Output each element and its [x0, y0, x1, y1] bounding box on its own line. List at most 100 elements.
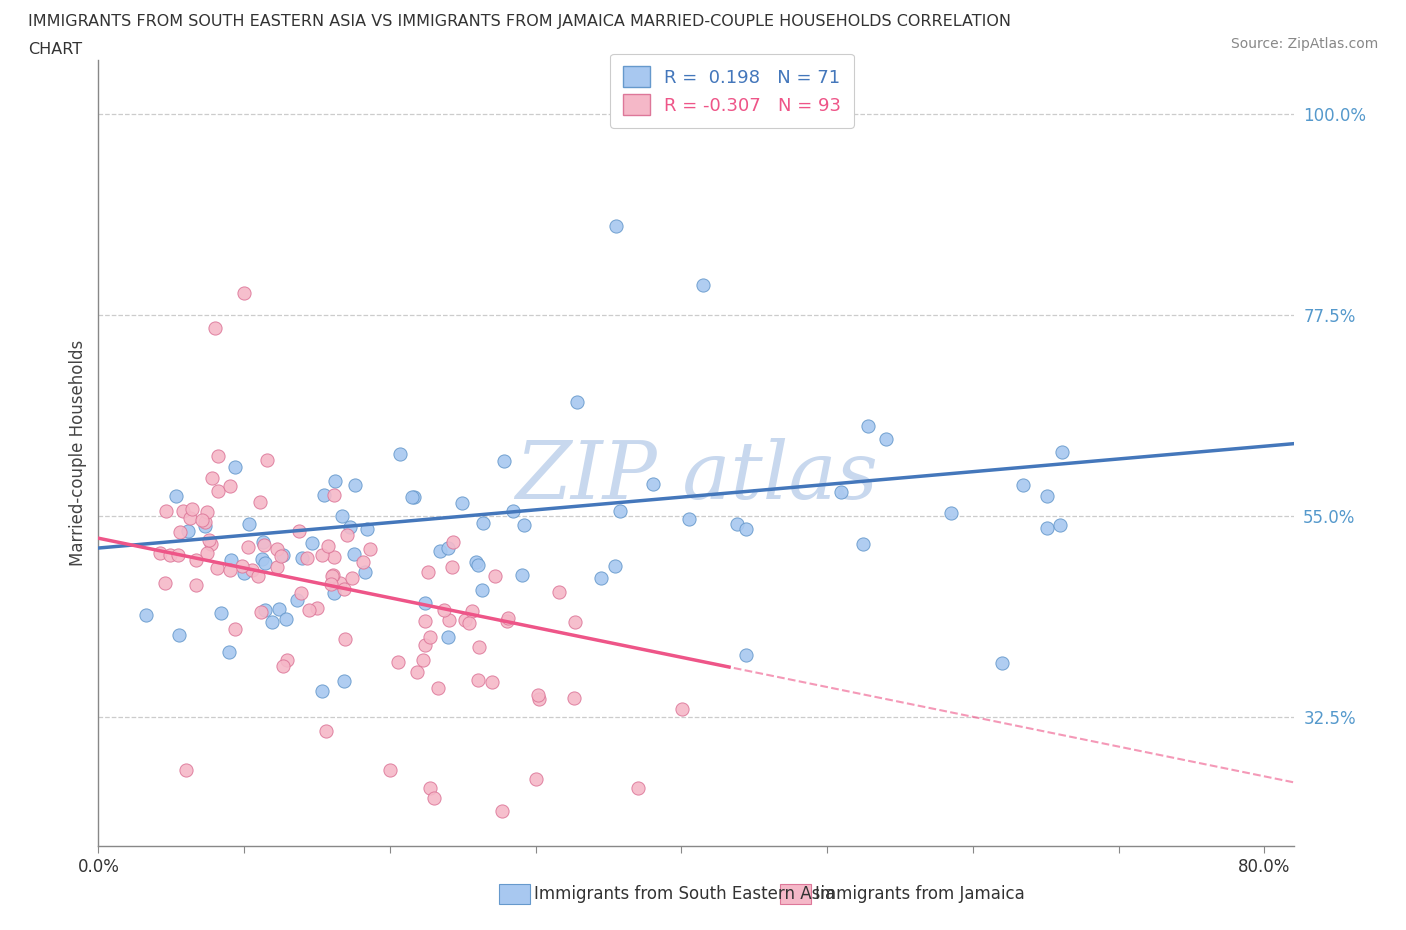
- Point: [416, 565, 439, 579]
- Point: [319, 577, 342, 591]
- Text: ZIP atlas: ZIP atlas: [515, 438, 877, 516]
- Point: [412, 652, 434, 667]
- Point: [166, 547, 188, 562]
- Point: [336, 527, 359, 542]
- Point: [236, 540, 259, 555]
- Point: [321, 569, 343, 584]
- Point: [671, 701, 693, 716]
- Point: [194, 519, 217, 534]
- Point: [941, 506, 963, 521]
- Point: [387, 655, 409, 670]
- Point: [735, 647, 758, 662]
- Point: [467, 672, 489, 687]
- Point: [1050, 445, 1073, 459]
- Point: [496, 614, 519, 629]
- Point: [389, 446, 412, 461]
- Y-axis label: Married-couple Households: Married-couple Households: [69, 340, 87, 566]
- Point: [270, 548, 292, 563]
- Point: [471, 515, 494, 530]
- Point: [692, 278, 714, 293]
- Point: [491, 804, 513, 818]
- Point: [436, 629, 458, 644]
- Point: [419, 780, 441, 795]
- Point: [312, 488, 335, 503]
- Point: [233, 286, 256, 300]
- Point: [218, 644, 240, 659]
- Point: [678, 512, 700, 526]
- Point: [437, 612, 460, 627]
- Point: [231, 558, 253, 573]
- Point: [266, 541, 288, 556]
- Point: [224, 621, 246, 636]
- Point: [413, 614, 436, 629]
- Point: [252, 535, 274, 550]
- Point: [177, 524, 200, 538]
- Point: [254, 603, 277, 618]
- Point: [250, 551, 273, 566]
- Point: [413, 595, 436, 610]
- Point: [135, 607, 157, 622]
- Point: [1049, 517, 1071, 532]
- Point: [609, 504, 631, 519]
- Legend: R =  0.198   N = 71, R = -0.307   N = 93: R = 0.198 N = 71, R = -0.307 N = 93: [610, 54, 853, 128]
- Point: [316, 539, 339, 554]
- Point: [224, 459, 246, 474]
- Point: [174, 763, 197, 777]
- Point: [322, 567, 344, 582]
- Point: [564, 615, 586, 630]
- Point: [359, 541, 381, 556]
- Point: [159, 548, 181, 563]
- Point: [219, 478, 242, 493]
- Point: [567, 394, 589, 409]
- Point: [219, 563, 242, 578]
- Point: [195, 505, 218, 520]
- Text: IMMIGRANTS FROM SOUTH EASTERN ASIA VS IMMIGRANTS FROM JAMAICA MARRIED-COUPLE HOU: IMMIGRANTS FROM SOUTH EASTERN ASIA VS IM…: [28, 14, 1011, 29]
- Point: [290, 586, 312, 601]
- Point: [276, 653, 298, 668]
- Point: [451, 496, 474, 511]
- Point: [247, 568, 270, 583]
- Point: [184, 552, 207, 567]
- Point: [413, 637, 436, 652]
- Point: [562, 691, 585, 706]
- Point: [172, 503, 194, 518]
- Point: [271, 547, 294, 562]
- Point: [529, 691, 551, 706]
- Point: [735, 521, 758, 536]
- Point: [198, 533, 221, 548]
- Point: [155, 576, 177, 591]
- Point: [461, 604, 484, 618]
- Point: [856, 418, 879, 433]
- Point: [301, 536, 323, 551]
- Point: [352, 555, 374, 570]
- Point: [643, 476, 665, 491]
- Point: [165, 489, 187, 504]
- Point: [253, 538, 276, 552]
- Point: [467, 558, 489, 573]
- Point: [205, 561, 228, 576]
- Point: [402, 490, 425, 505]
- Point: [238, 516, 260, 531]
- Point: [484, 569, 506, 584]
- Point: [340, 570, 363, 585]
- Point: [315, 724, 337, 738]
- Point: [298, 602, 321, 617]
- Point: [471, 582, 494, 597]
- Point: [169, 627, 191, 642]
- Point: [1011, 477, 1033, 492]
- Point: [329, 576, 352, 591]
- Point: [339, 520, 361, 535]
- Point: [852, 537, 875, 551]
- Point: [323, 549, 346, 564]
- Point: [194, 514, 217, 529]
- Point: [344, 477, 367, 492]
- Point: [1036, 520, 1059, 535]
- Point: [256, 453, 278, 468]
- Point: [353, 565, 375, 579]
- Point: [342, 547, 364, 562]
- Point: [454, 613, 477, 628]
- Point: [426, 681, 449, 696]
- Point: [295, 551, 318, 565]
- Point: [1036, 488, 1059, 503]
- Point: [179, 511, 201, 525]
